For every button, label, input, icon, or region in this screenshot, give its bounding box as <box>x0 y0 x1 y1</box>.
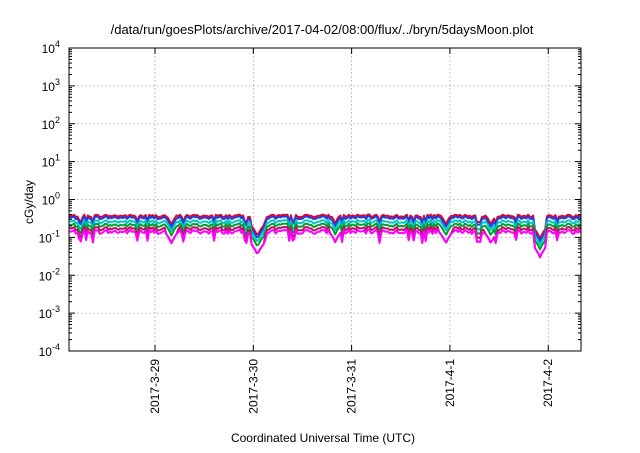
y-axis: 104 103 102 101 100 10-1 10-2 10-3 10-4 <box>39 39 581 359</box>
series-group <box>68 213 582 259</box>
y-tick-label: 10-3 <box>39 304 60 321</box>
x-tick-label: 2017-3-29 <box>148 359 162 414</box>
chart-title: /data/run/goesPlots/archive/2017-04-02/0… <box>111 22 534 37</box>
y-tick-label: 10-2 <box>39 266 60 283</box>
x-tick-label: 2017-3-30 <box>246 359 260 414</box>
y-tick-label: 10-1 <box>39 228 60 245</box>
x-axis: 2017-3-29 2017-3-30 2017-3-31 2017-4-1 2017-… <box>148 48 555 414</box>
y-axis-label: cGy/day <box>22 180 36 224</box>
y-tick-label: 102 <box>42 115 60 132</box>
y-tick-label: 104 <box>42 39 60 56</box>
x-tick-label: 2017-4-2 <box>541 359 555 407</box>
y-tick-label: 100 <box>42 191 60 208</box>
y-tick-label: 101 <box>42 153 60 170</box>
y-tick-label: 103 <box>42 77 60 94</box>
x-tick-label: 2017-3-31 <box>345 359 359 414</box>
grid <box>69 48 581 351</box>
series-line <box>68 222 582 251</box>
series-line <box>68 215 582 243</box>
y-tick-label: 10-4 <box>39 342 60 359</box>
x-tick-label: 2017-4-1 <box>443 359 457 407</box>
series-line <box>68 228 582 259</box>
x-axis-label: Coordinated Universal Time (UTC) <box>231 431 415 445</box>
